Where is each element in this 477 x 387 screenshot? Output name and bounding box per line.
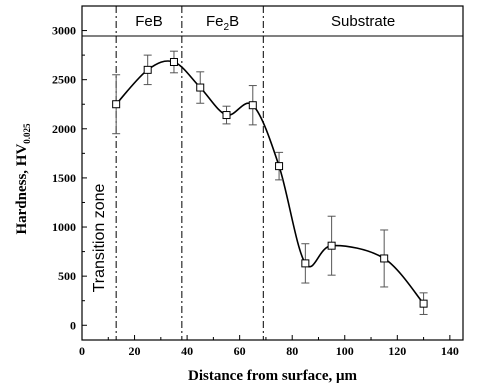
x-tick-label: 100 bbox=[336, 344, 354, 358]
data-point bbox=[143, 65, 152, 74]
x-tick-label: 40 bbox=[181, 344, 193, 358]
data-point bbox=[112, 100, 121, 109]
transition-zone-annotation: Transition zone bbox=[91, 184, 108, 293]
region-label-substrate: Substrate bbox=[331, 13, 395, 30]
y-tick-label: 2000 bbox=[52, 122, 76, 136]
data-point bbox=[419, 299, 428, 308]
hardness-line bbox=[115, 60, 425, 305]
data-point bbox=[196, 83, 205, 92]
y-axis-label: Hardness, HV0.025 bbox=[14, 123, 32, 235]
x-tick-label: 140 bbox=[441, 344, 459, 358]
y-tick-label: 0 bbox=[70, 318, 76, 332]
x-tick-label: 80 bbox=[286, 344, 298, 358]
region-label-fe2b: Fe2B bbox=[206, 13, 239, 33]
y-axis-label-main: Hardness, HV bbox=[14, 144, 30, 235]
x-tick-label: 120 bbox=[388, 344, 406, 358]
data-point bbox=[222, 111, 231, 120]
hardness-curve bbox=[115, 60, 425, 305]
y-tick-label: 1500 bbox=[52, 171, 76, 185]
plot-frame bbox=[81, 5, 464, 341]
data-point bbox=[169, 57, 178, 66]
y-tick-label: 3000 bbox=[52, 24, 76, 38]
y-tick-label: 2500 bbox=[52, 73, 76, 87]
error-bars bbox=[112, 50, 428, 315]
region-label-feb: FeB bbox=[135, 13, 163, 30]
x-tick-label: 60 bbox=[234, 344, 246, 358]
y-axis-ticks: 0 500 1000 1500 2000 2500 3000 bbox=[52, 24, 87, 332]
x-axis-ticks: 0 20 40 60 80 100 120 140 bbox=[79, 335, 459, 358]
data-point bbox=[327, 241, 336, 250]
data-point bbox=[301, 259, 310, 268]
data-point bbox=[248, 101, 257, 110]
x-axis-label: Distance from surface, μm bbox=[188, 368, 358, 384]
phase-boundaries bbox=[82, 6, 463, 340]
data-point bbox=[275, 162, 284, 171]
x-tick-label: 20 bbox=[129, 344, 141, 358]
data-point bbox=[380, 254, 389, 263]
plot-border bbox=[81, 5, 464, 341]
phase-region-labels: FeB Fe2B Substrate bbox=[135, 13, 395, 33]
data-markers bbox=[112, 57, 428, 308]
y-tick-label: 500 bbox=[58, 269, 76, 283]
y-axis-label-subscript: 0.025 bbox=[22, 123, 32, 144]
y-tick-label: 1000 bbox=[52, 220, 76, 234]
x-tick-label: 0 bbox=[79, 344, 85, 358]
